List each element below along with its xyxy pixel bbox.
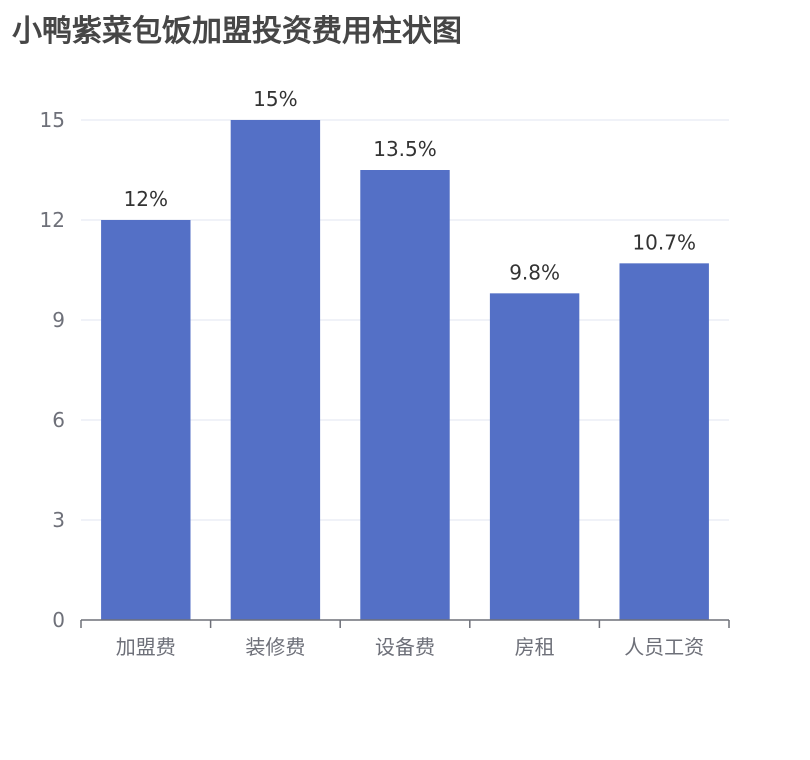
bar xyxy=(489,293,580,620)
data-labels: 12% 15% 13.5% 9.8% 10.7% xyxy=(124,87,696,284)
data-label: 10.7% xyxy=(632,230,696,254)
x-tick-label: 装修费 xyxy=(245,635,305,659)
y-tick-label: 6 xyxy=(52,408,65,432)
data-label: 13.5% xyxy=(373,137,437,161)
bar xyxy=(230,120,321,620)
bars xyxy=(101,120,709,620)
x-tick-label: 房租 xyxy=(515,635,555,659)
x-tick-label: 人员工资 xyxy=(624,635,704,659)
x-tick-label: 设备费 xyxy=(375,635,435,659)
y-tick-label: 9 xyxy=(52,308,65,332)
bar xyxy=(101,220,191,620)
bar xyxy=(619,263,709,620)
chart-title: 小鸭紫菜包饭加盟投资费用柱状图 xyxy=(12,14,462,49)
bar xyxy=(360,170,450,620)
y-tick-label: 12 xyxy=(40,208,65,232)
x-axis-ticks: 加盟费 装修费 设备费 房租 人员工资 xyxy=(116,635,704,659)
x-tick-label: 加盟费 xyxy=(116,635,176,659)
y-tick-label: 15 xyxy=(40,108,65,132)
data-label: 12% xyxy=(124,187,168,211)
y-tick-label: 0 xyxy=(52,608,65,632)
data-label: 9.8% xyxy=(509,260,560,284)
x-axis xyxy=(80,619,730,628)
y-axis-ticks: 0 3 6 9 12 15 xyxy=(40,108,65,632)
y-tick-label: 3 xyxy=(52,508,65,532)
data-label: 15% xyxy=(253,87,297,111)
